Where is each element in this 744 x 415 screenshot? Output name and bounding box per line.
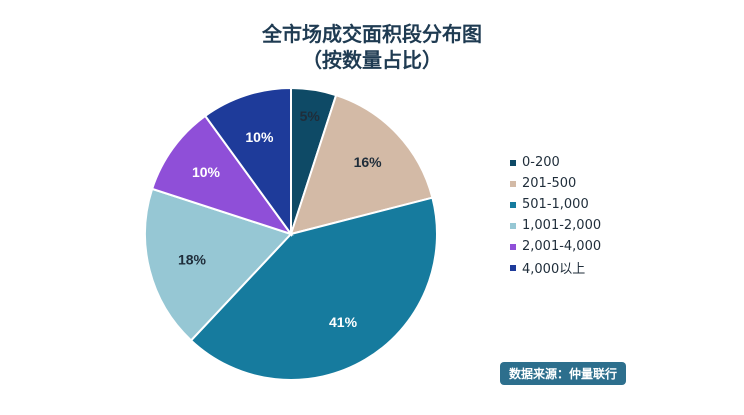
legend-label: 2,001-4,000 [522, 239, 602, 254]
legend-label: 501-1,000 [522, 197, 589, 212]
legend-swatch [510, 201, 516, 208]
slice-value-label-4: 18% [178, 251, 207, 267]
legend-item-2: 201-500 [510, 173, 601, 194]
legend-item-1: 0-200 [510, 152, 601, 173]
legend-label: 0-200 [522, 155, 560, 170]
legend-label: 1,001-2,000 [522, 218, 602, 233]
legend-swatch [510, 243, 516, 250]
source-badge: 数据来源：仲量联行 [500, 362, 627, 385]
slice-value-label-5: 10% [192, 164, 221, 180]
slice-value-label-1: 5% [300, 108, 321, 124]
legend: 0-200 201-500 501-1,000 1,001-2,000 2,001-4,… [510, 152, 601, 278]
slice-value-label-3: 41% [329, 314, 358, 330]
slice-value-label-2: 16% [354, 154, 383, 170]
slice-value-label-6: 10% [245, 129, 274, 145]
legend-item-6: 4,000以上 [510, 257, 601, 278]
pie-slice-2 [289, 93, 434, 236]
chart-subtitle: （按数量占比） [302, 48, 442, 72]
legend-item-5: 2,001-4,000 [510, 236, 601, 257]
legend-item-3: 501-1,000 [510, 194, 601, 215]
pie-slice-6 [203, 86, 292, 238]
legend-swatch [510, 159, 516, 166]
pie-slice-3 [189, 196, 438, 381]
legend-swatch [510, 222, 516, 229]
legend-label: 4,000以上 [522, 262, 586, 277]
legend-swatch [510, 264, 516, 271]
legend-label: 201-500 [522, 176, 577, 191]
legend-item-4: 1,001-2,000 [510, 215, 601, 236]
pie-slice-4 [144, 187, 293, 342]
legend-swatch [510, 180, 516, 187]
chart-title: 全市场成交面积段分布图 [262, 22, 482, 46]
pie-slice-5 [150, 114, 294, 236]
